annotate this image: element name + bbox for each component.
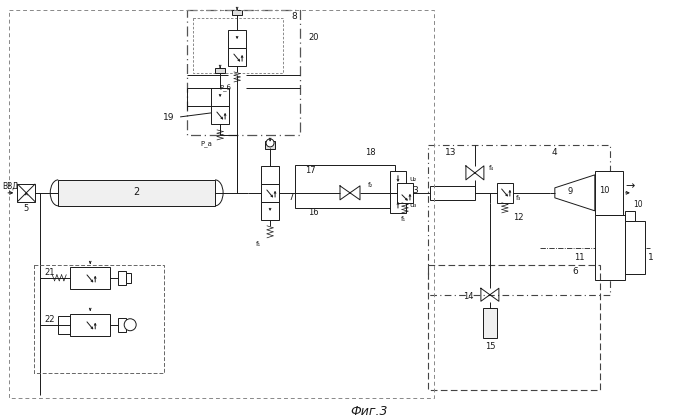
Text: 15: 15 bbox=[484, 342, 495, 351]
Bar bbox=[428, 265, 600, 390]
Text: 13: 13 bbox=[445, 148, 456, 158]
Bar bbox=[215, 68, 225, 73]
Text: 4: 4 bbox=[552, 148, 558, 158]
Text: 20: 20 bbox=[308, 34, 319, 42]
Text: 22: 22 bbox=[45, 315, 55, 324]
Bar bbox=[295, 165, 395, 208]
Bar bbox=[625, 211, 635, 221]
Bar bbox=[193, 18, 283, 73]
Text: u₂: u₂ bbox=[409, 176, 417, 182]
Bar bbox=[211, 88, 229, 106]
Polygon shape bbox=[555, 175, 595, 211]
Bar bbox=[58, 180, 215, 206]
Text: Фиг.3: Фиг.3 bbox=[350, 405, 388, 418]
Text: u₃: u₃ bbox=[409, 202, 416, 208]
Bar bbox=[232, 10, 242, 15]
Bar bbox=[34, 265, 164, 373]
Text: 7: 7 bbox=[288, 193, 294, 202]
Circle shape bbox=[266, 139, 274, 147]
Text: ВВД: ВВД bbox=[2, 181, 18, 190]
Bar bbox=[127, 273, 131, 283]
Bar bbox=[187, 10, 300, 135]
Text: 19: 19 bbox=[163, 113, 174, 122]
Text: →: → bbox=[625, 181, 635, 191]
Text: 10: 10 bbox=[633, 200, 642, 209]
Text: 10: 10 bbox=[600, 186, 610, 195]
Bar bbox=[9, 10, 434, 398]
Bar bbox=[397, 183, 413, 203]
Text: 18: 18 bbox=[365, 148, 375, 158]
Bar bbox=[430, 186, 475, 200]
Bar bbox=[70, 267, 110, 289]
Bar bbox=[595, 171, 623, 215]
Text: 11: 11 bbox=[575, 253, 585, 262]
Bar bbox=[261, 166, 279, 184]
Text: 5: 5 bbox=[24, 205, 29, 213]
Text: 17: 17 bbox=[305, 166, 316, 176]
Bar bbox=[595, 215, 625, 280]
Bar bbox=[228, 30, 246, 48]
Text: 16: 16 bbox=[308, 208, 319, 217]
Bar bbox=[211, 106, 229, 124]
Text: f₃: f₃ bbox=[516, 195, 521, 201]
Bar bbox=[428, 145, 610, 295]
Bar bbox=[390, 193, 406, 213]
Text: f₄: f₄ bbox=[489, 165, 494, 171]
Text: 12: 12 bbox=[513, 213, 524, 222]
Bar bbox=[261, 184, 279, 202]
Bar bbox=[265, 141, 275, 149]
Bar bbox=[261, 202, 279, 220]
Bar bbox=[390, 171, 406, 193]
Bar bbox=[17, 184, 35, 202]
Text: f₁: f₁ bbox=[401, 216, 407, 222]
Circle shape bbox=[124, 319, 136, 331]
Bar bbox=[228, 48, 246, 66]
Bar bbox=[497, 183, 513, 203]
Text: 9: 9 bbox=[567, 187, 572, 196]
Text: 6: 6 bbox=[572, 267, 577, 276]
Bar bbox=[118, 271, 127, 285]
Text: 21: 21 bbox=[45, 268, 55, 277]
Text: 3: 3 bbox=[412, 186, 418, 195]
Text: 2: 2 bbox=[133, 187, 139, 197]
Bar bbox=[58, 316, 70, 334]
Text: 14: 14 bbox=[463, 292, 473, 301]
Text: P_б: P_б bbox=[219, 84, 231, 92]
Text: f₁: f₁ bbox=[255, 241, 261, 247]
Text: 1: 1 bbox=[648, 253, 654, 262]
Text: f₂: f₂ bbox=[368, 182, 373, 188]
Bar bbox=[118, 318, 127, 332]
Bar bbox=[483, 308, 497, 338]
Bar bbox=[70, 314, 110, 336]
Bar bbox=[625, 221, 644, 274]
Text: 8: 8 bbox=[291, 13, 297, 21]
Text: P_а: P_а bbox=[200, 141, 212, 147]
